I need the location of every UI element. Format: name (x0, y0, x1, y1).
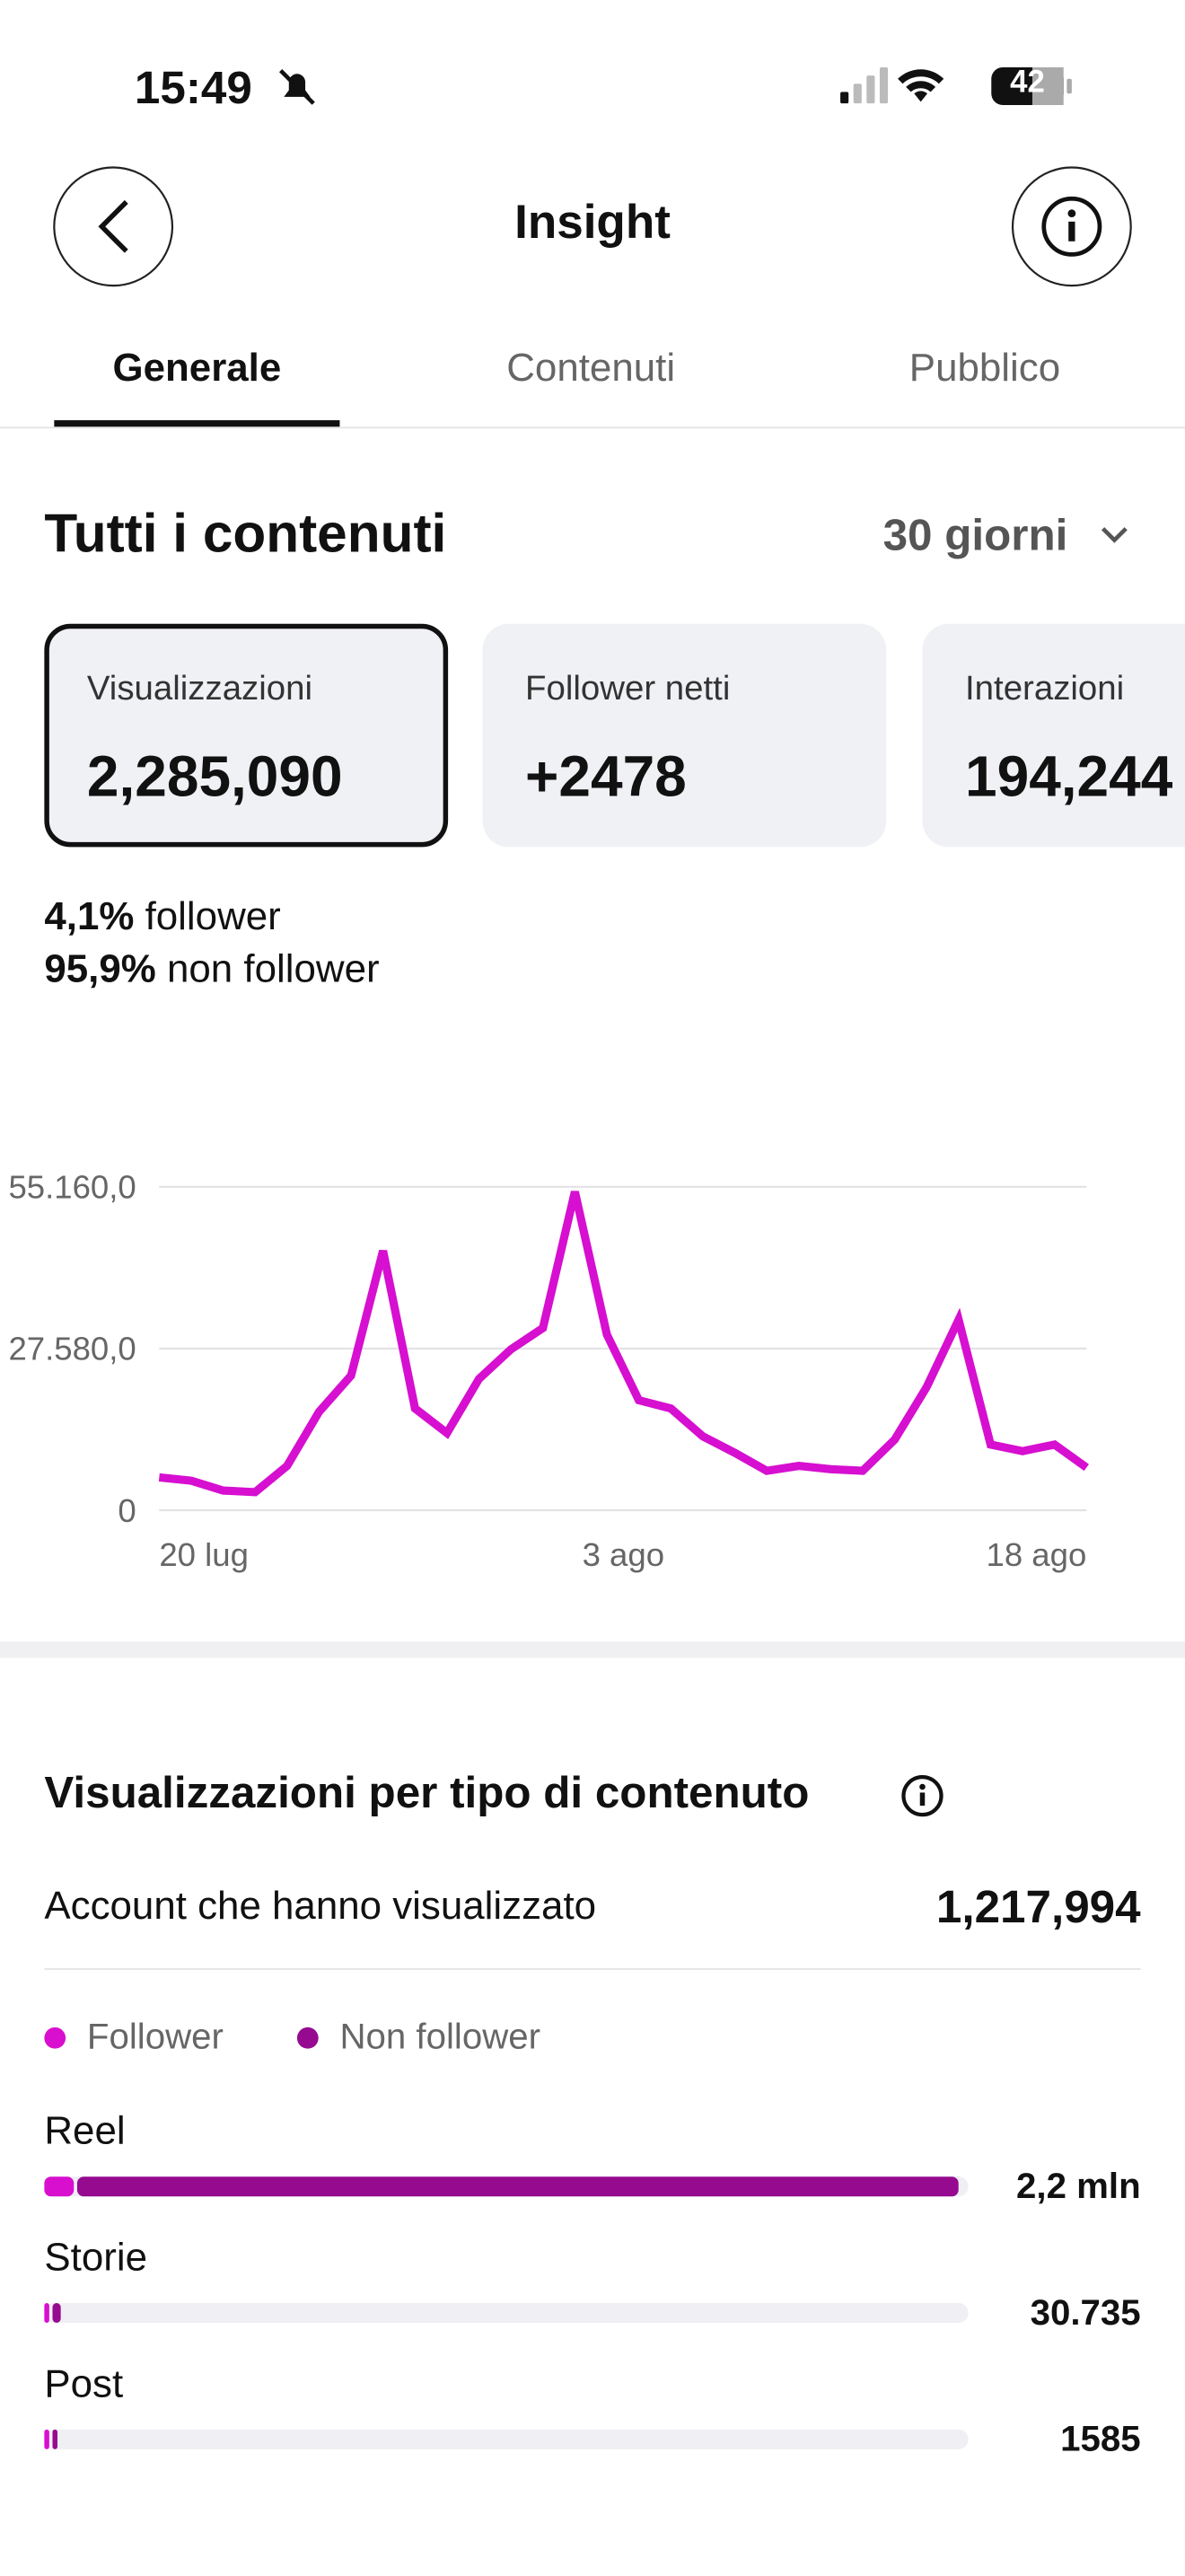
card-value: 2,285,090 (86, 745, 343, 810)
period-selector[interactable]: 30 giorni (882, 510, 1068, 560)
mute-icon (279, 68, 315, 105)
status-icons (840, 66, 1072, 106)
bar-segment (44, 2176, 75, 2197)
card-value: +2478 (525, 745, 687, 810)
split-label: follower (145, 894, 281, 939)
category-label: Storie (44, 2236, 148, 2281)
info-button[interactable] (1011, 166, 1132, 287)
split-pct: 4,1% (44, 894, 135, 939)
legend-dot (44, 2027, 66, 2049)
tab[interactable]: Generale (112, 346, 282, 391)
divider (44, 1968, 1141, 1970)
y-tick-label: 27.580,0 (8, 1331, 136, 1367)
category-label: Post (44, 2361, 124, 2407)
category-label: Reel (44, 2109, 126, 2154)
bar-segment (44, 2303, 49, 2323)
chevron (1101, 527, 1128, 543)
info-icon[interactable] (900, 1773, 945, 1819)
split-row: 4,1% follower (44, 894, 280, 940)
legend-dot (296, 2027, 319, 2049)
bar-segment (44, 2429, 49, 2449)
metric-card[interactable]: Visualizzazioni 2,285,090 (44, 623, 449, 848)
metric-card[interactable]: Follower netti +2478 (482, 623, 887, 848)
tab-indicator (54, 420, 340, 427)
bar-track (44, 2429, 969, 2449)
accounts-label: Account che hanno visualizzato (44, 1884, 597, 1930)
section-title: Tutti i contenuti (44, 502, 447, 564)
breakdown-title: Visualizzazioni per tipo di contenuto (44, 1768, 810, 1817)
bar-total: 2,2 mln (1016, 2165, 1141, 2207)
tab[interactable]: Pubblico (908, 346, 1061, 391)
header-title: Insight (514, 197, 671, 250)
bar-segment (52, 2303, 62, 2323)
accounts-value: 1,217,994 (935, 1881, 1141, 1932)
bar-segment (52, 2429, 57, 2449)
legend-label: Non follower (339, 2016, 541, 2057)
line-chart: 0 27.580,0 55.160,0 20 lug 3 ago 18 ago (8, 1169, 1089, 1573)
card-label: Follower netti (525, 669, 731, 708)
legend-label: Follower (86, 2016, 224, 2057)
tab[interactable]: Contenuti (506, 346, 676, 391)
y-tick-label: 55.160,0 (8, 1169, 136, 1206)
line-series (158, 1191, 1089, 1497)
divider (0, 426, 1185, 429)
bar-total: 1585 (1060, 2418, 1141, 2459)
back-button[interactable] (53, 166, 174, 287)
battery-level: 42 (1010, 66, 1045, 101)
bar-segment (76, 2176, 959, 2197)
bar-total: 30.735 (1030, 2291, 1141, 2333)
section-separator (0, 1641, 1185, 1658)
time: 15:49 (134, 62, 252, 114)
bar-track (44, 2303, 969, 2323)
y-tick-label: 0 (118, 1492, 136, 1529)
x-tick-label: 3 ago (583, 1536, 664, 1573)
metric-card[interactable]: Interazioni 194,244 (922, 623, 1185, 848)
x-tick-label: 18 ago (987, 1536, 1087, 1573)
card-label: Visualizzazioni (86, 669, 313, 708)
split-pct: 95,9% (44, 946, 156, 992)
card-value: 194,244 (965, 745, 1173, 810)
split-row: 95,9% non follower (44, 947, 379, 993)
x-tick-label: 20 lug (159, 1536, 249, 1573)
split-label: non follower (166, 946, 380, 992)
card-label: Interazioni (965, 669, 1125, 708)
